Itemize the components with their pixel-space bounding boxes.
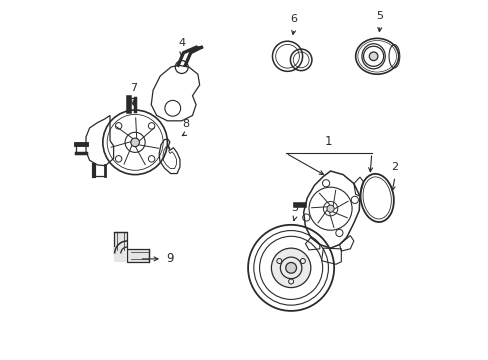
Circle shape bbox=[285, 262, 296, 273]
Text: 8: 8 bbox=[182, 119, 189, 129]
Circle shape bbox=[271, 248, 310, 288]
Text: 6: 6 bbox=[290, 14, 297, 24]
Text: 3: 3 bbox=[291, 203, 298, 213]
Circle shape bbox=[131, 138, 139, 147]
Text: 9: 9 bbox=[166, 252, 174, 265]
Bar bbox=[114, 232, 127, 253]
Circle shape bbox=[368, 52, 377, 60]
Text: 5: 5 bbox=[376, 11, 383, 21]
Text: 4: 4 bbox=[178, 39, 185, 48]
Text: 1: 1 bbox=[325, 135, 332, 148]
Text: 7: 7 bbox=[129, 83, 137, 93]
Circle shape bbox=[326, 205, 333, 212]
Bar bbox=[114, 247, 127, 262]
Bar bbox=[127, 249, 148, 262]
Text: 2: 2 bbox=[391, 162, 398, 172]
